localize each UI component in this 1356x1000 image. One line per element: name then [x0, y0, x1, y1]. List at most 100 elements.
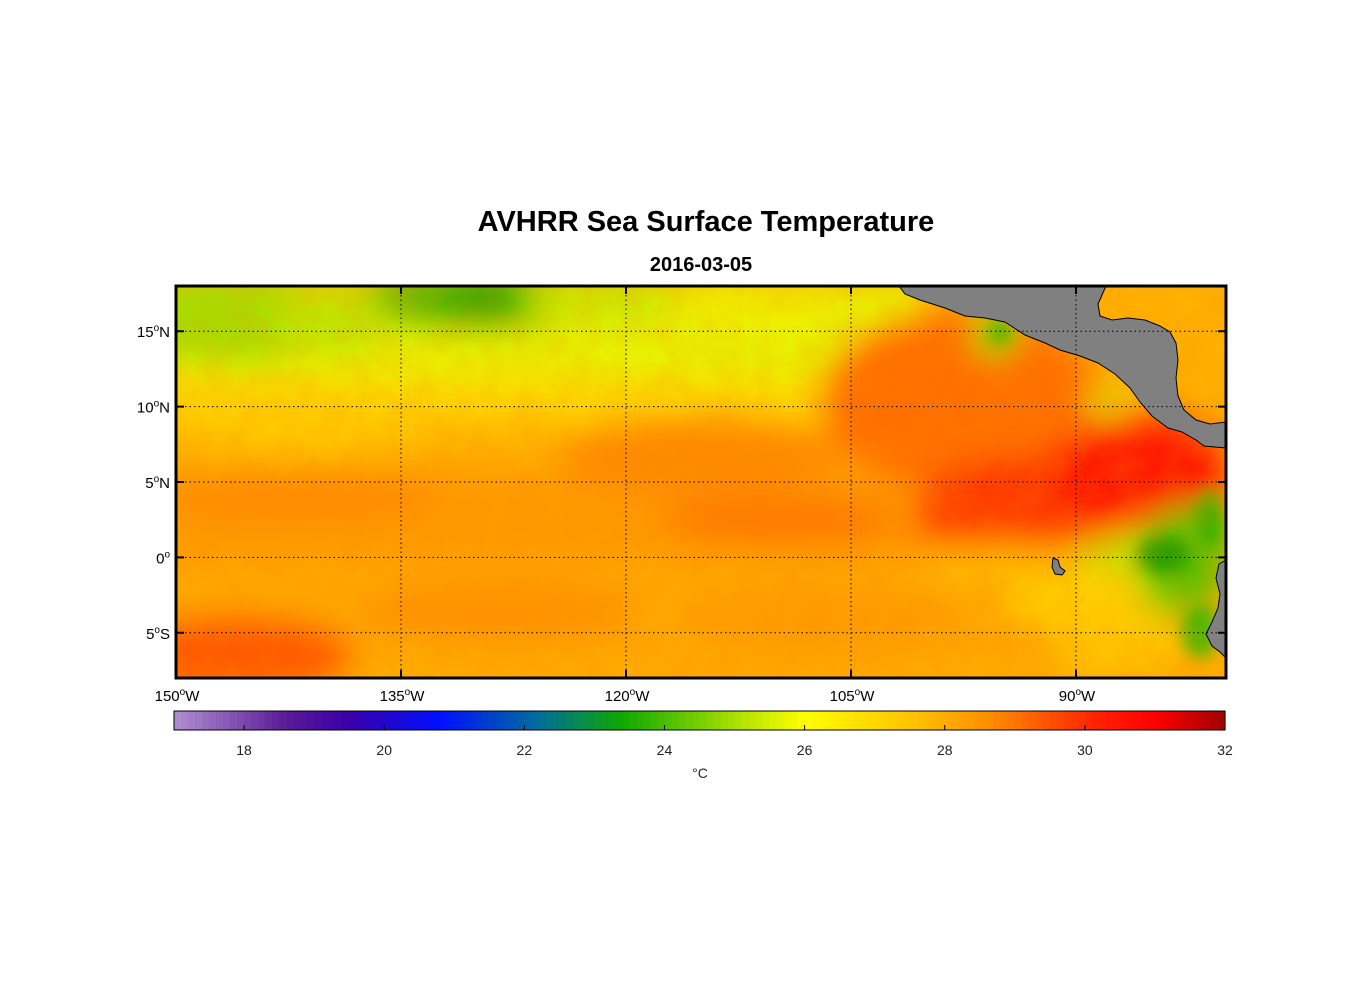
colorbar-swatch: [1042, 711, 1051, 730]
colorbar-swatch: [489, 711, 497, 730]
colorbar-swatch: [496, 711, 504, 730]
colorbar-frame: [173, 710, 1226, 731]
colorbar-swatch: [244, 711, 252, 730]
colorbar-swatch: [699, 711, 708, 730]
colorbar-swatch: [741, 711, 750, 730]
colorbar-swatch: [825, 711, 834, 730]
colorbar-swatch: [1161, 711, 1170, 730]
colorbar-swatch: [909, 711, 918, 730]
colorbar-tick-label: 22: [517, 742, 533, 758]
colorbar-swatch: [1196, 711, 1205, 730]
colorbar-swatch: [650, 711, 659, 730]
colorbar-swatch: [349, 711, 357, 730]
colorbar-swatch: [503, 711, 511, 730]
colorbar-swatch: [230, 711, 238, 730]
latitude-labels: 15oN 10oN 5oN 0o 5oS: [137, 323, 171, 643]
colorbar-swatch: [965, 711, 974, 730]
lat-label: 15oN: [137, 323, 170, 341]
colorbar-tick-label: 18: [236, 742, 252, 758]
colorbar-swatch: [713, 711, 722, 730]
colorbar-swatch: [363, 711, 371, 730]
colorbar-swatch: [727, 711, 736, 730]
colorbar-swatch: [853, 711, 862, 730]
colorbar-swatch: [902, 711, 911, 730]
colorbar-swatch: [601, 711, 610, 730]
lon-label: 150oW: [155, 687, 201, 705]
colorbar-swatch: [615, 711, 624, 730]
lat-label: 5oS: [146, 625, 170, 643]
colorbar-swatch: [811, 711, 820, 730]
colorbar-swatch: [608, 711, 617, 730]
colorbar-swatch: [251, 711, 259, 730]
lon-label: 105oW: [830, 687, 876, 705]
colorbar-swatch: [1035, 711, 1044, 730]
colorbar-swatch: [468, 711, 476, 730]
colorbar-swatch: [279, 711, 287, 730]
colorbar-swatch: [797, 711, 806, 730]
colorbar-tick-label: 28: [937, 742, 953, 758]
colorbar-swatch: [440, 711, 448, 730]
colorbar-swatch: [482, 711, 490, 730]
lon-label: 135oW: [380, 687, 426, 705]
colorbar-swatch: [1014, 711, 1023, 730]
colorbar-swatch: [433, 711, 441, 730]
colorbar-swatch: [426, 711, 434, 730]
colorbar-swatch: [923, 711, 932, 730]
colorbar-swatch: [846, 711, 855, 730]
colorbar-swatch: [475, 711, 483, 730]
sst-field: [176, 286, 1226, 678]
colorbar-swatch: [524, 711, 532, 730]
colorbar-swatch: [1182, 711, 1191, 730]
colorbar-swatch: [510, 711, 518, 730]
colorbar-swatch: [951, 711, 960, 730]
colorbar-swatch: [1119, 711, 1128, 730]
colorbar-swatch: [958, 711, 967, 730]
colorbar-swatch: [517, 711, 525, 730]
colorbar-swatch: [916, 711, 925, 730]
colorbar-tick-label: 32: [1217, 742, 1233, 758]
colorbar-swatch: [657, 711, 666, 730]
colorbar-swatch: [258, 711, 266, 730]
colorbar-swatch: [1203, 711, 1212, 730]
colorbar-swatch: [1140, 711, 1149, 730]
colorbar-swatch: [622, 711, 631, 730]
map-frame: [174, 284, 1228, 680]
colorbar-swatch: [748, 711, 757, 730]
colorbar-swatch: [209, 711, 217, 730]
colorbar-swatch: [405, 711, 413, 730]
colorbar-swatch: [188, 711, 196, 730]
colorbar-swatch: [174, 711, 182, 730]
colorbar-swatch: [874, 711, 883, 730]
colorbar-swatch: [391, 711, 399, 730]
colorbar-swatch: [937, 711, 946, 730]
colorbar-swatch: [979, 711, 988, 730]
colorbar-swatch: [678, 711, 687, 730]
colorbar-swatch: [412, 711, 420, 730]
colorbar-swatch: [706, 711, 715, 730]
colorbar-swatch: [790, 711, 799, 730]
colorbar-swatch: [1210, 711, 1219, 730]
colorbar-swatch: [643, 711, 652, 730]
colorbar-swatch: [1000, 711, 1009, 730]
colorbar-swatch: [671, 711, 680, 730]
colorbar-swatch: [384, 711, 392, 730]
colorbar-swatch: [202, 711, 210, 730]
colorbar-swatch: [1189, 711, 1198, 730]
colorbar-swatch: [1070, 711, 1079, 730]
colorbar-swatch: [335, 711, 343, 730]
colorbar-swatch: [993, 711, 1002, 730]
colorbar-swatch: [1028, 711, 1037, 730]
colorbar-swatch: [461, 711, 469, 730]
colorbar-tick-label: 30: [1077, 742, 1093, 758]
colorbar-swatch: [587, 711, 595, 730]
colorbar-swatch: [237, 711, 245, 730]
colorbar-swatch: [1112, 711, 1121, 730]
colorbar-swatch: [720, 711, 729, 730]
colorbar-swatch: [573, 711, 581, 730]
colorbar-swatch: [293, 711, 301, 730]
colorbar-swatch: [223, 711, 231, 730]
colorbar-swatch: [860, 711, 869, 730]
colorbar-swatch: [538, 711, 546, 730]
central-america-land: [898, 286, 1226, 449]
